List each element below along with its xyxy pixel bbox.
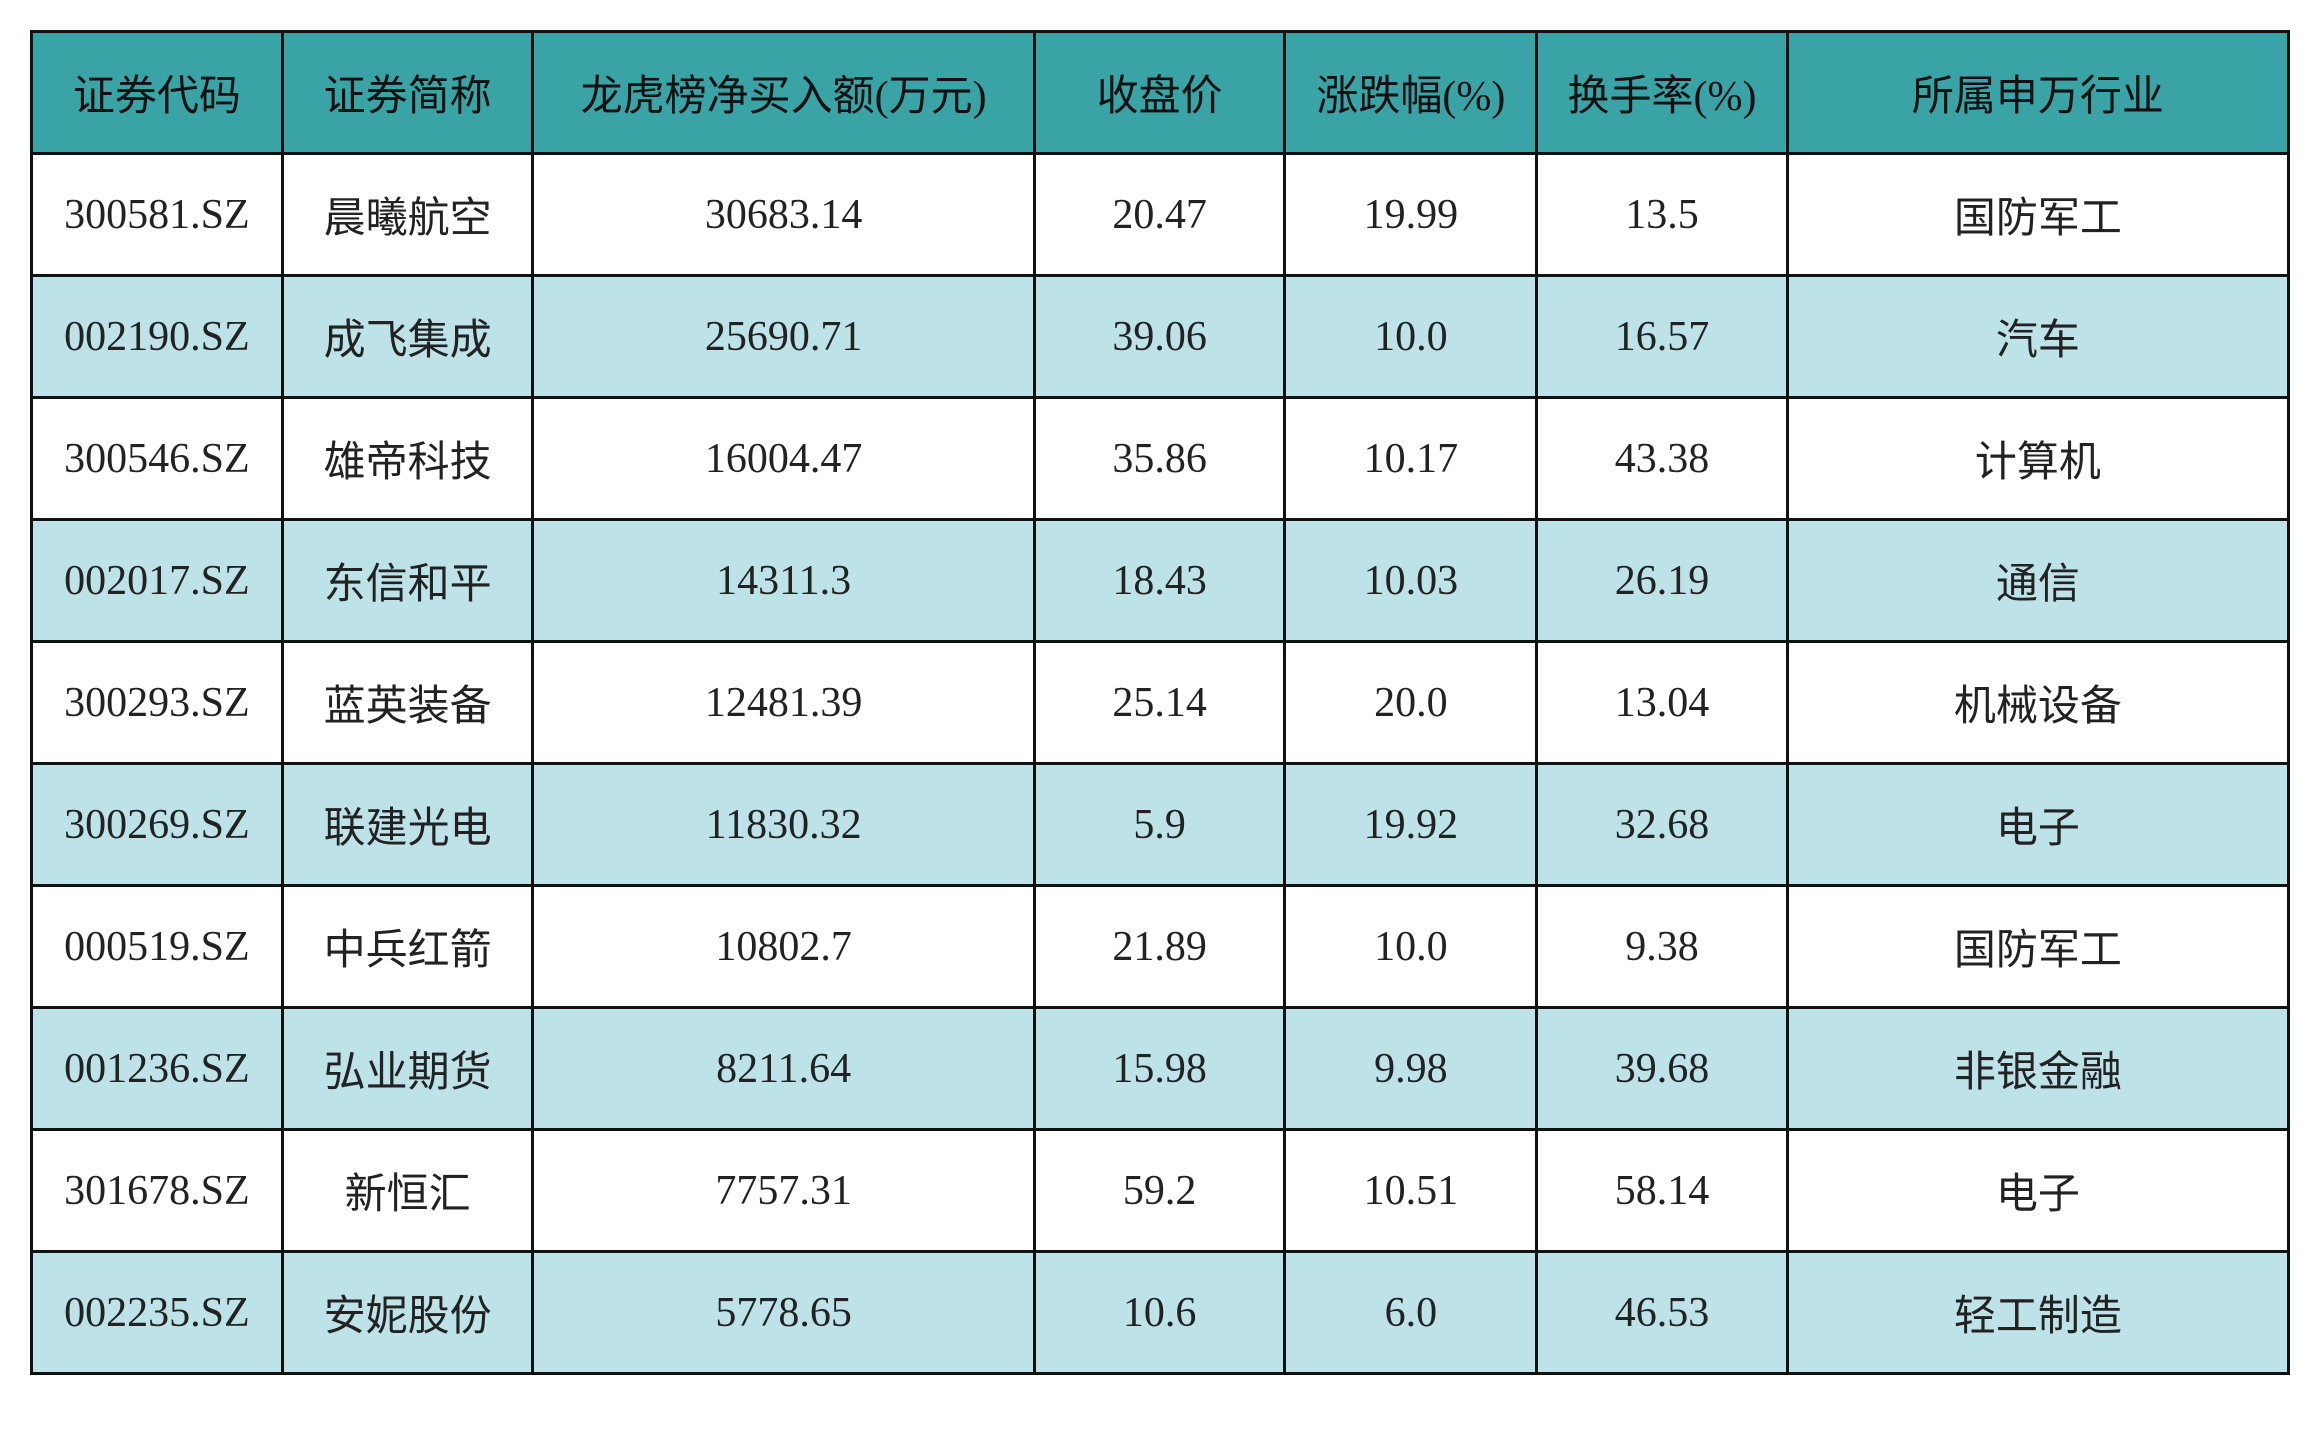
header-net-buy: 龙虎榜净买入额(万元) xyxy=(531,30,1036,155)
cell-turnover: 16.57 xyxy=(1535,274,1789,399)
cell-turnover: 13.5 xyxy=(1535,152,1789,277)
header-turnover: 换手率(%) xyxy=(1535,30,1789,155)
header-name: 证券简称 xyxy=(280,30,535,155)
table-row: 002190.SZ 成飞集成 25690.71 39.06 10.0 16.57 汽车 xyxy=(30,274,2291,399)
cell-change-pct: 9.98 xyxy=(1283,1006,1539,1131)
cell-code: 300293.SZ xyxy=(30,640,284,765)
cell-code: 000519.SZ xyxy=(30,884,284,1009)
cell-industry: 机械设备 xyxy=(1785,640,2291,765)
cell-net-buy: 14311.3 xyxy=(531,518,1036,643)
cell-code: 301678.SZ xyxy=(30,1128,284,1253)
cell-change-pct: 19.92 xyxy=(1283,762,1539,887)
cell-close: 18.43 xyxy=(1032,518,1287,643)
cell-turnover: 32.68 xyxy=(1535,762,1789,887)
table-row: 000519.SZ 中兵红箭 10802.7 21.89 10.0 9.38 国防军工 xyxy=(30,884,2291,1009)
cell-change-pct: 10.0 xyxy=(1283,274,1539,399)
cell-industry: 国防军工 xyxy=(1785,884,2291,1009)
cell-turnover: 58.14 xyxy=(1535,1128,1789,1253)
table-row: 300546.SZ 雄帝科技 16004.47 35.86 10.17 43.38 计算机 xyxy=(30,396,2291,521)
cell-change-pct: 10.17 xyxy=(1283,396,1539,521)
cell-turnover: 43.38 xyxy=(1535,396,1789,521)
cell-name: 新恒汇 xyxy=(280,1128,535,1253)
cell-close: 20.47 xyxy=(1032,152,1287,277)
cell-name: 安妮股份 xyxy=(280,1250,535,1375)
cell-close: 10.6 xyxy=(1032,1250,1287,1375)
header-industry: 所属申万行业 xyxy=(1785,30,2291,155)
cell-close: 59.2 xyxy=(1032,1128,1287,1253)
cell-change-pct: 10.51 xyxy=(1283,1128,1539,1253)
cell-net-buy: 11830.32 xyxy=(531,762,1036,887)
cell-code: 300269.SZ xyxy=(30,762,284,887)
cell-code: 300546.SZ xyxy=(30,396,284,521)
cell-change-pct: 10.03 xyxy=(1283,518,1539,643)
cell-code: 002017.SZ xyxy=(30,518,284,643)
cell-industry: 非银金融 xyxy=(1785,1006,2291,1131)
cell-name: 雄帝科技 xyxy=(280,396,535,521)
cell-name: 成飞集成 xyxy=(280,274,535,399)
cell-close: 39.06 xyxy=(1032,274,1287,399)
cell-industry: 轻工制造 xyxy=(1785,1250,2291,1375)
cell-code: 002235.SZ xyxy=(30,1250,284,1375)
cell-name: 晨曦航空 xyxy=(280,152,535,277)
cell-turnover: 46.53 xyxy=(1535,1250,1789,1375)
table-row: 002017.SZ 东信和平 14311.3 18.43 10.03 26.19 通信 xyxy=(30,518,2291,643)
cell-code: 001236.SZ xyxy=(30,1006,284,1131)
header-row: 证券代码 证券简称 龙虎榜净买入额(万元) 收盘价 涨跌幅(%) 换手率(%) 所属申万行业 xyxy=(30,30,2291,155)
cell-change-pct: 6.0 xyxy=(1283,1250,1539,1375)
table-row: 002235.SZ 安妮股份 5778.65 10.6 6.0 46.53 轻工制造 xyxy=(30,1250,2291,1375)
table-body: 300581.SZ 晨曦航空 30683.14 20.47 19.99 13.5 国防军工 0… xyxy=(30,152,2291,1375)
cell-change-pct: 20.0 xyxy=(1283,640,1539,765)
cell-close: 25.14 xyxy=(1032,640,1287,765)
cell-name: 蓝英装备 xyxy=(280,640,535,765)
cell-name: 东信和平 xyxy=(280,518,535,643)
cell-name: 联建光电 xyxy=(280,762,535,887)
cell-turnover: 13.04 xyxy=(1535,640,1789,765)
cell-industry: 通信 xyxy=(1785,518,2291,643)
cell-code: 300581.SZ xyxy=(30,152,284,277)
table-row: 300293.SZ 蓝英装备 12481.39 25.14 20.0 13.04 机械设备 xyxy=(30,640,2291,765)
cell-name: 中兵红箭 xyxy=(280,884,535,1009)
cell-net-buy: 7757.31 xyxy=(531,1128,1036,1253)
table-row: 301678.SZ 新恒汇 7757.31 59.2 10.51 58.14 电子 xyxy=(30,1128,2291,1253)
header-close: 收盘价 xyxy=(1032,30,1287,155)
cell-turnover: 39.68 xyxy=(1535,1006,1789,1131)
cell-net-buy: 10802.7 xyxy=(531,884,1036,1009)
cell-turnover: 9.38 xyxy=(1535,884,1789,1009)
header-change-pct: 涨跌幅(%) xyxy=(1283,30,1539,155)
cell-net-buy: 30683.14 xyxy=(531,152,1036,277)
cell-industry: 计算机 xyxy=(1785,396,2291,521)
cell-close: 35.86 xyxy=(1032,396,1287,521)
cell-net-buy: 25690.71 xyxy=(531,274,1036,399)
cell-close: 21.89 xyxy=(1032,884,1287,1009)
cell-industry: 汽车 xyxy=(1785,274,2291,399)
cell-net-buy: 5778.65 xyxy=(531,1250,1036,1375)
table-row: 001236.SZ 弘业期货 8211.64 15.98 9.98 39.68 非银金融 xyxy=(30,1006,2291,1131)
cell-net-buy: 8211.64 xyxy=(531,1006,1036,1131)
cell-turnover: 26.19 xyxy=(1535,518,1789,643)
cell-industry: 电子 xyxy=(1785,762,2291,887)
table-row: 300269.SZ 联建光电 11830.32 5.9 19.92 32.68 电子 xyxy=(30,762,2291,887)
cell-net-buy: 12481.39 xyxy=(531,640,1036,765)
table-row: 300581.SZ 晨曦航空 30683.14 20.47 19.99 13.5 国防军工 xyxy=(30,152,2291,277)
cell-code: 002190.SZ xyxy=(30,274,284,399)
cell-change-pct: 10.0 xyxy=(1283,884,1539,1009)
cell-change-pct: 19.99 xyxy=(1283,152,1539,277)
cell-name: 弘业期货 xyxy=(280,1006,535,1131)
cell-industry: 电子 xyxy=(1785,1128,2291,1253)
cell-industry: 国防军工 xyxy=(1785,152,2291,277)
header-code: 证券代码 xyxy=(30,30,284,155)
cell-close: 5.9 xyxy=(1032,762,1287,887)
stock-table: 证券代码 证券简称 龙虎榜净买入额(万元) 收盘价 涨跌幅(%) 换手率(%) 所属申万行业… xyxy=(30,30,2291,1375)
cell-net-buy: 16004.47 xyxy=(531,396,1036,521)
cell-close: 15.98 xyxy=(1032,1006,1287,1131)
